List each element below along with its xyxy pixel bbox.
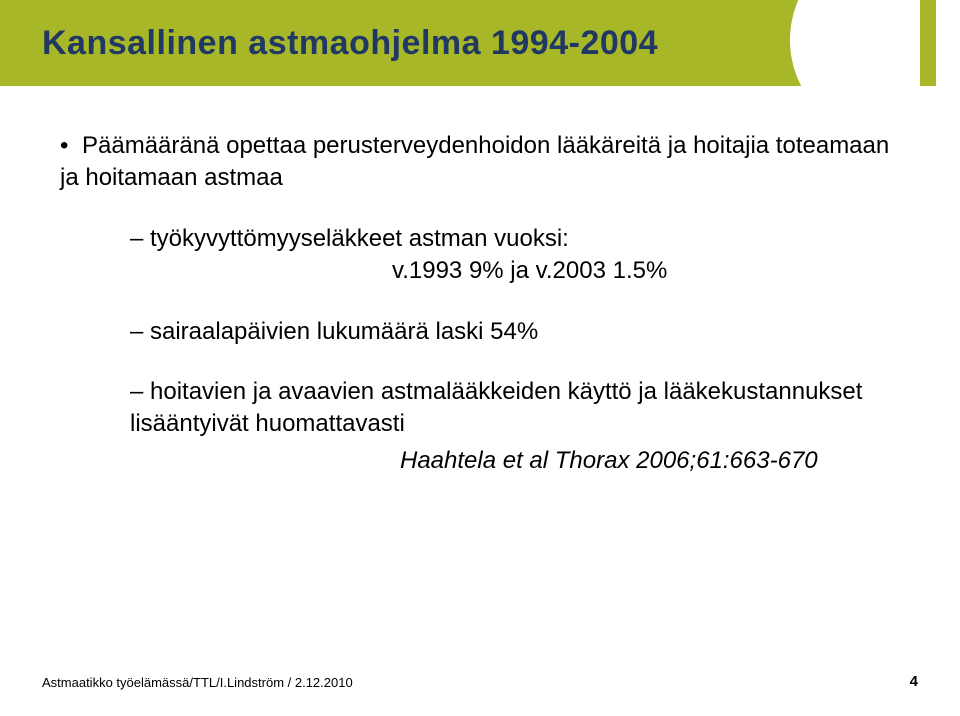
bullet-sub-2-text: sairaalapäivien lukumäärä laski 54% xyxy=(150,318,538,345)
bullet-sub-3: –hoitavien ja avaavien astmalääkkeiden k… xyxy=(110,376,900,477)
footer-left-text: Astmaatikko työelämässä/TTL/I.Lindström … xyxy=(42,675,353,690)
bullet-sub-1: –työkyvyttömyyseläkkeet astman vuoksi: v… xyxy=(110,223,900,288)
slide: Kansallinen astmaohjelma 1994-2004 •Pääm… xyxy=(0,0,960,716)
bullet-dot-icon: • xyxy=(60,130,82,162)
content-area: •Päämääränä opettaa perusterveydenhoidon… xyxy=(60,130,900,505)
bullet-main-text: Päämääränä opettaa perusterveydenhoidon … xyxy=(60,132,889,191)
bullet-sub-1-line2: v.1993 9% ja v.2003 1.5% xyxy=(392,255,900,287)
bullet-main: •Päämääränä opettaa perusterveydenhoidon… xyxy=(60,130,900,195)
page-number: 4 xyxy=(910,673,918,690)
reference-citation: Haahtela et al Thorax 2006;61:663-670 xyxy=(400,445,900,477)
bullet-sub-2: –sairaalapäivien lukumäärä laski 54% xyxy=(110,316,900,348)
bullet-sub-3-text: hoitavien ja avaavien astmalääkkeiden kä… xyxy=(130,378,862,437)
dash-icon: – xyxy=(130,376,150,408)
dash-icon: – xyxy=(130,223,150,255)
title-band: Kansallinen astmaohjelma 1994-2004 xyxy=(0,0,820,86)
accent-bar xyxy=(920,0,936,86)
dash-icon: – xyxy=(130,316,150,348)
bullet-sub-1-text: työkyvyttömyyseläkkeet astman vuoksi: xyxy=(150,225,569,252)
footer: Astmaatikko työelämässä/TTL/I.Lindström … xyxy=(42,673,918,690)
slide-title: Kansallinen astmaohjelma 1994-2004 xyxy=(42,24,658,63)
